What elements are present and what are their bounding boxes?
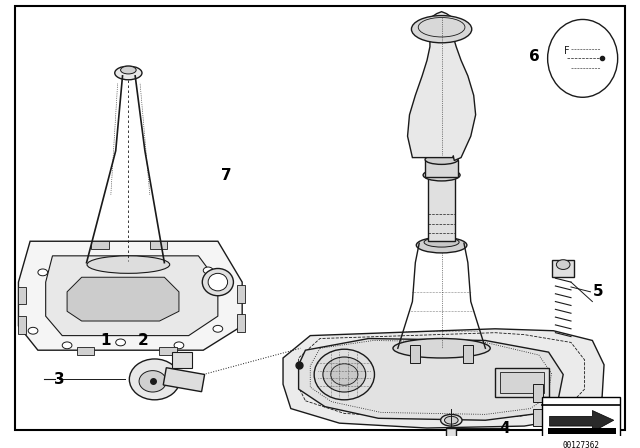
Polygon shape — [45, 256, 218, 336]
Ellipse shape — [129, 359, 180, 400]
Bar — [92, 241, 109, 249]
Ellipse shape — [139, 370, 166, 392]
Ellipse shape — [416, 237, 467, 253]
Bar — [500, 371, 544, 393]
Ellipse shape — [120, 66, 136, 74]
Text: F: F — [564, 46, 570, 56]
Bar — [425, 159, 458, 177]
Bar — [159, 347, 177, 355]
Ellipse shape — [440, 414, 462, 426]
Ellipse shape — [87, 256, 170, 273]
Bar — [163, 368, 205, 392]
Ellipse shape — [393, 339, 490, 358]
Bar — [237, 285, 245, 302]
Ellipse shape — [28, 327, 38, 334]
Text: 2: 2 — [138, 333, 148, 348]
Text: 3: 3 — [54, 372, 65, 387]
Bar — [533, 409, 543, 426]
Text: 6: 6 — [529, 49, 540, 64]
Ellipse shape — [204, 267, 213, 274]
Ellipse shape — [213, 325, 223, 332]
FancyBboxPatch shape — [552, 260, 574, 277]
Ellipse shape — [208, 273, 228, 291]
Bar — [428, 175, 455, 241]
Bar — [495, 368, 548, 397]
Bar — [150, 241, 167, 249]
Polygon shape — [19, 241, 242, 350]
Bar — [548, 428, 616, 434]
Bar — [463, 345, 473, 363]
Ellipse shape — [424, 237, 459, 247]
Ellipse shape — [38, 269, 47, 276]
Ellipse shape — [115, 66, 142, 80]
Ellipse shape — [111, 257, 120, 264]
Text: 00127362: 00127362 — [562, 441, 599, 448]
Ellipse shape — [445, 416, 458, 424]
Bar — [237, 314, 245, 332]
Polygon shape — [299, 339, 563, 420]
Ellipse shape — [202, 268, 234, 296]
Text: 5: 5 — [593, 284, 604, 299]
Ellipse shape — [425, 155, 458, 164]
Bar — [19, 316, 26, 334]
Bar — [410, 345, 420, 363]
Text: 1: 1 — [100, 333, 111, 348]
Bar — [542, 397, 620, 448]
Text: 4: 4 — [499, 421, 510, 435]
Polygon shape — [408, 12, 476, 160]
Ellipse shape — [62, 342, 72, 349]
Ellipse shape — [314, 349, 374, 400]
Ellipse shape — [412, 16, 472, 43]
Ellipse shape — [423, 169, 460, 181]
Polygon shape — [67, 277, 179, 321]
Polygon shape — [283, 329, 604, 428]
Bar — [447, 428, 456, 444]
Bar — [533, 384, 543, 402]
Ellipse shape — [116, 339, 125, 346]
Polygon shape — [550, 410, 614, 432]
Ellipse shape — [323, 357, 365, 392]
Bar — [19, 287, 26, 305]
Ellipse shape — [331, 364, 358, 385]
Bar — [77, 347, 94, 355]
Text: 7: 7 — [221, 168, 232, 183]
Ellipse shape — [556, 260, 570, 269]
Ellipse shape — [174, 342, 184, 349]
Ellipse shape — [548, 19, 618, 97]
Bar — [172, 352, 191, 368]
